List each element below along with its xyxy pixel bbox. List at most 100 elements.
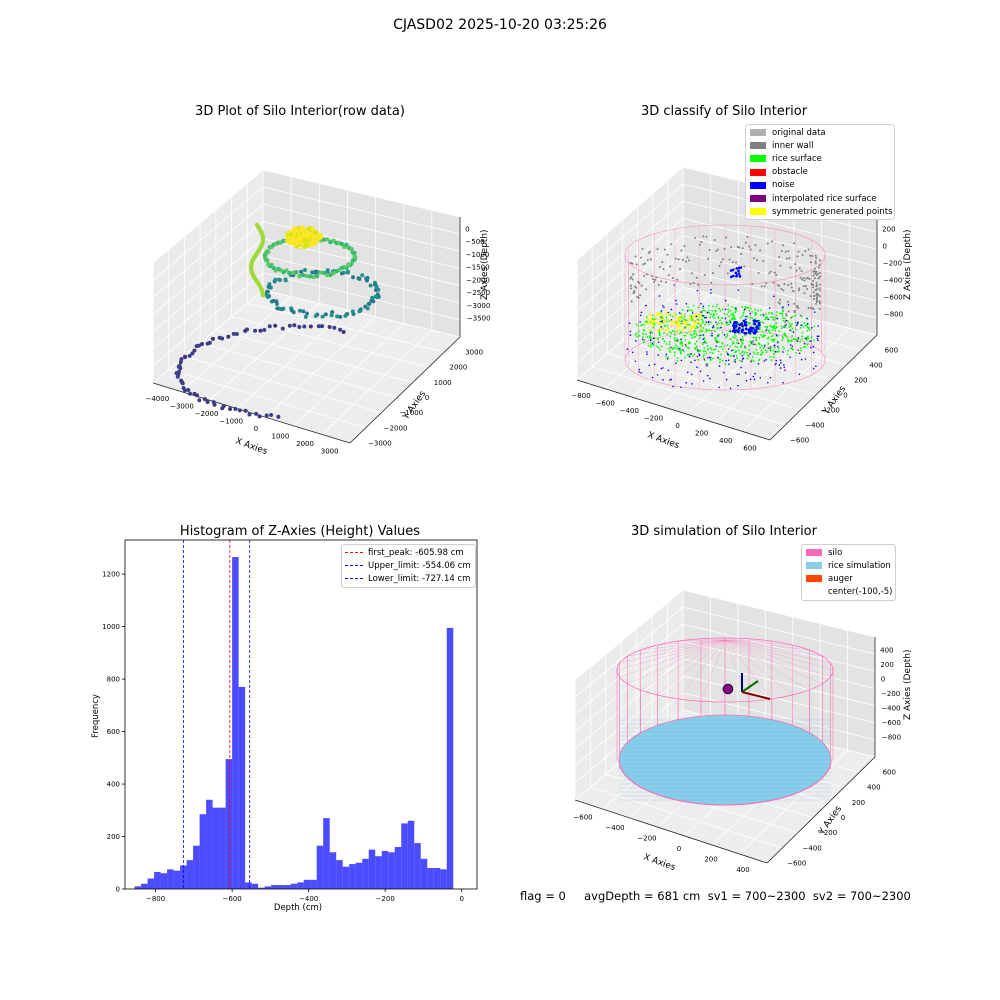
axis-pane (263, 170, 460, 337)
inner-wall-point (797, 289, 800, 292)
rice-surface-point (700, 330, 703, 333)
rice-surface-point (682, 317, 684, 320)
noise-point (751, 341, 753, 344)
histogram-bar (238, 686, 246, 889)
y-tick-label: 800 (107, 676, 120, 684)
noise-point (749, 353, 752, 355)
noise-point (812, 346, 814, 348)
noise-point (667, 369, 670, 372)
classify-point-cloud (624, 224, 826, 391)
rice-surface-point (727, 308, 730, 311)
z-tick-label: −500 (465, 238, 484, 246)
rice-surface-point (706, 344, 709, 347)
interpolated-point (736, 373, 739, 376)
noise-point (813, 311, 816, 313)
noise-point (798, 373, 801, 376)
rice-surface-point (772, 340, 775, 343)
raw-point (307, 274, 313, 279)
inner-wall-point (790, 282, 793, 285)
rice-surface-point (647, 344, 650, 347)
raw-point (266, 249, 271, 255)
classify-tick-labels: −800−600−400−2000200400600−600−400−20002… (571, 226, 903, 453)
inner-wall-point (715, 250, 718, 253)
interpolated-point (703, 358, 706, 360)
inner-wall-point (765, 282, 768, 285)
noise-point (805, 337, 807, 339)
rice-surface-point (681, 308, 684, 311)
raw-point (325, 268, 330, 273)
inner-wall-point (665, 281, 668, 284)
legend-label: noise (772, 180, 795, 191)
rice-surface-point (790, 330, 793, 333)
rice-surface-point (680, 312, 683, 315)
noise-point (762, 313, 764, 316)
inner-wall-point (814, 262, 817, 265)
inner-wall-point (795, 269, 798, 272)
y-tick-label: −200 (821, 407, 840, 415)
grid-line (687, 314, 795, 415)
inner-wall-point (818, 307, 821, 310)
rice-surface-point (711, 352, 714, 355)
raw-point (233, 406, 238, 411)
noise-point (811, 326, 813, 329)
grid-line (574, 692, 684, 784)
inner-wall-point (762, 260, 765, 263)
simulation-xlabel: X Axies (642, 852, 677, 873)
legend-label: rice surface (772, 153, 822, 164)
rice-surface-point (658, 334, 661, 337)
inner-wall-point (818, 277, 821, 280)
rice-surface-point (806, 329, 809, 332)
rice-surface-point (728, 319, 731, 322)
y-tick-label: 3000 (465, 349, 483, 357)
rice-surface-point (760, 309, 762, 312)
histogram-bar (147, 878, 155, 889)
silo-roof-line (700, 638, 726, 641)
rice-surface-point (769, 331, 771, 334)
rice-surface-point (652, 326, 655, 329)
inner-wall-point (707, 257, 710, 260)
symmetric-point (693, 322, 696, 326)
rice-surface-point (754, 314, 757, 317)
rice-surface-point (673, 339, 676, 341)
status-line: flag = 0 avgDepth = 681 cm sv1 = 700~230… (520, 889, 911, 903)
noise-point (696, 366, 698, 369)
rice-surface-point (806, 325, 809, 328)
rice-surface-point (739, 317, 742, 319)
inner-wall-point (763, 285, 766, 288)
rice-surface-point (687, 353, 690, 356)
rice-surface-point (679, 351, 682, 354)
x-tick-label: 0 (677, 845, 681, 853)
noise-point (723, 334, 726, 336)
rice-surface-point (651, 314, 654, 317)
inner-wall-point (812, 274, 815, 277)
z-tick-label: 0 (465, 225, 469, 233)
inner-wall-point (683, 245, 686, 248)
noise-point (782, 382, 784, 384)
noise-point (734, 361, 736, 363)
inner-wall-point (772, 281, 775, 284)
noise-point (731, 329, 735, 333)
inner-wall-point (809, 261, 812, 264)
axis-pane (153, 290, 460, 443)
noise-point (651, 376, 654, 379)
rice-surface-point (665, 355, 668, 358)
grid-line (592, 366, 786, 426)
inner-wall-point (789, 266, 792, 269)
raw-point (321, 270, 327, 275)
inner-wall-point (648, 250, 651, 253)
noise-point (715, 345, 718, 347)
noise-point (717, 356, 719, 359)
histogram-bar (212, 807, 220, 889)
raw-point (254, 411, 259, 416)
rice-surface-point (718, 346, 721, 348)
y-tick-label: −600 (790, 437, 809, 445)
rice-surface-point (739, 353, 742, 355)
raw-point (231, 331, 236, 336)
rice-surface-point (804, 346, 807, 348)
rice-surface-point (643, 329, 646, 332)
rice-surface-point (712, 313, 715, 315)
rice-surface-point (765, 316, 768, 319)
noise-point (725, 359, 727, 362)
y-tick-label: 0 (116, 886, 120, 894)
legend-label: rice simulation (828, 560, 891, 571)
